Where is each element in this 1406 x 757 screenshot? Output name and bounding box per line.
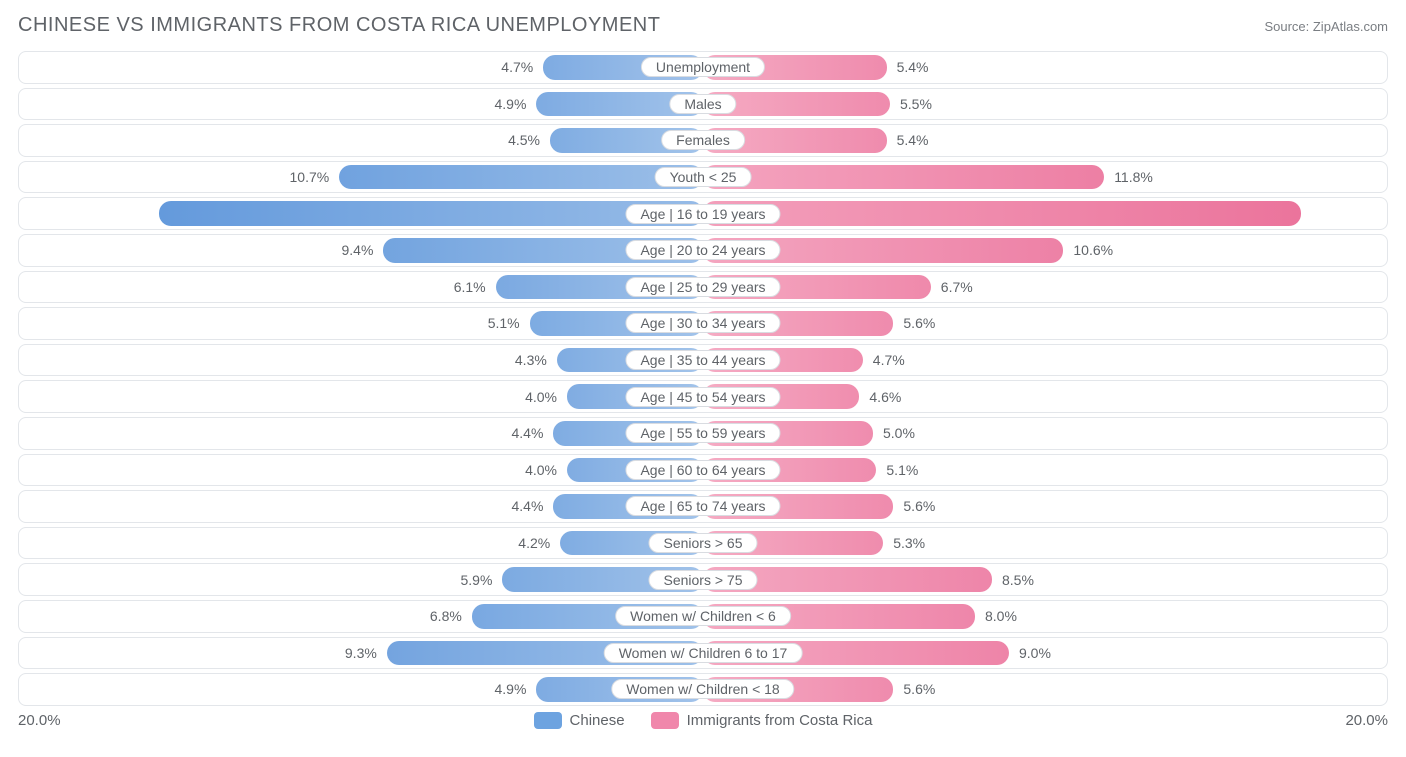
value-label-left: 16.0%: [29, 206, 69, 222]
value-label-left: 4.5%: [508, 132, 540, 148]
chart-header: CHINESE VS IMMIGRANTS FROM COSTA RICA UN…: [18, 14, 1388, 37]
category-label: Women w/ Children 6 to 17: [604, 643, 803, 663]
legend-label-right: Immigrants from Costa Rica: [687, 712, 873, 729]
chart-row: 9.3% 9.0% Women w/ Children 6 to 17: [18, 637, 1388, 670]
value-label-right: 5.4%: [897, 59, 929, 75]
category-label: Seniors > 75: [649, 570, 758, 590]
value-label-left: 10.7%: [290, 169, 330, 185]
category-label: Age | 65 to 74 years: [625, 496, 780, 516]
category-label: Youth < 25: [655, 167, 752, 187]
category-label: Males: [669, 94, 736, 114]
category-label: Females: [661, 130, 745, 150]
chart-row: 4.0% 5.1% Age | 60 to 64 years: [18, 454, 1388, 487]
value-label-left: 4.7%: [501, 59, 533, 75]
legend-swatch-left: [534, 712, 562, 729]
chart-row: 16.0% 17.6% Age | 16 to 19 years: [18, 197, 1388, 230]
chart-row: 4.5% 5.4% Females: [18, 124, 1388, 157]
chart-row: 4.4% 5.0% Age | 55 to 59 years: [18, 417, 1388, 450]
value-label-right: 5.4%: [897, 132, 929, 148]
category-label: Women w/ Children < 18: [611, 679, 794, 699]
chart-row: 4.9% 5.6% Women w/ Children < 18: [18, 673, 1388, 706]
value-label-left: 4.2%: [518, 535, 550, 551]
value-label-right: 4.7%: [873, 352, 905, 368]
value-label-right: 6.7%: [941, 279, 973, 295]
chart-row: 9.4% 10.6% Age | 20 to 24 years: [18, 234, 1388, 267]
chart-row: 5.9% 8.5% Seniors > 75: [18, 563, 1388, 596]
chart-source: Source: ZipAtlas.com: [1264, 19, 1388, 34]
legend-item-left: Chinese: [534, 712, 625, 729]
chart-row: 5.1% 5.6% Age | 30 to 34 years: [18, 307, 1388, 340]
bar-left: [159, 201, 703, 226]
value-label-left: 6.1%: [454, 279, 486, 295]
bar-left: [339, 165, 703, 190]
value-label-left: 4.9%: [494, 96, 526, 112]
value-label-right: 4.6%: [869, 389, 901, 405]
value-label-left: 4.4%: [511, 425, 543, 441]
value-label-left: 4.0%: [525, 389, 557, 405]
value-label-right: 11.8%: [1114, 169, 1153, 185]
axis-left-max: 20.0%: [18, 712, 61, 729]
chart-row: 6.8% 8.0% Women w/ Children < 6: [18, 600, 1388, 633]
category-label: Age | 45 to 54 years: [625, 387, 780, 407]
chart-row: 4.2% 5.3% Seniors > 65: [18, 527, 1388, 560]
value-label-right: 10.6%: [1073, 242, 1113, 258]
category-label: Age | 20 to 24 years: [625, 240, 780, 260]
value-label-right: 5.5%: [900, 96, 932, 112]
category-label: Unemployment: [641, 57, 765, 77]
category-label: Age | 30 to 34 years: [625, 313, 780, 333]
category-label: Age | 35 to 44 years: [625, 350, 780, 370]
value-label-right: 5.6%: [903, 681, 935, 697]
chart-row: 10.7% 11.8% Youth < 25: [18, 161, 1388, 194]
category-label: Age | 25 to 29 years: [625, 277, 780, 297]
value-label-left: 9.4%: [341, 242, 373, 258]
value-label-left: 4.4%: [511, 498, 543, 514]
legend-label-left: Chinese: [570, 712, 625, 729]
value-label-right: 5.1%: [886, 462, 918, 478]
category-label: Women w/ Children < 6: [615, 606, 791, 626]
chart-row: 4.4% 5.6% Age | 65 to 74 years: [18, 490, 1388, 523]
chart-row: 4.7% 5.4% Unemployment: [18, 51, 1388, 84]
legend-swatch-right: [651, 712, 679, 729]
category-label: Age | 55 to 59 years: [625, 423, 780, 443]
chart-title: CHINESE VS IMMIGRANTS FROM COSTA RICA UN…: [18, 14, 660, 37]
bar-right: [703, 165, 1104, 190]
chart-row: 4.3% 4.7% Age | 35 to 44 years: [18, 344, 1388, 377]
value-label-left: 5.1%: [488, 315, 520, 331]
value-label-left: 6.8%: [430, 608, 462, 624]
value-label-right: 9.0%: [1019, 645, 1051, 661]
value-label-right: 5.0%: [883, 425, 915, 441]
category-label: Age | 16 to 19 years: [625, 204, 780, 224]
value-label-right: 5.6%: [903, 498, 935, 514]
chart-row: 4.0% 4.6% Age | 45 to 54 years: [18, 380, 1388, 413]
chart-footer: 20.0% Chinese Immigrants from Costa Rica…: [18, 712, 1388, 729]
chart-row: 6.1% 6.7% Age | 25 to 29 years: [18, 271, 1388, 304]
value-label-right: 8.5%: [1002, 572, 1034, 588]
value-label-left: 9.3%: [345, 645, 377, 661]
bar-right: [703, 201, 1301, 226]
value-label-right: 8.0%: [985, 608, 1017, 624]
legend: Chinese Immigrants from Costa Rica: [534, 712, 873, 729]
category-label: Age | 60 to 64 years: [625, 460, 780, 480]
value-label-left: 4.9%: [494, 681, 526, 697]
value-label-left: 5.9%: [460, 572, 492, 588]
chart-row: 4.9% 5.5% Males: [18, 88, 1388, 121]
value-label-right: 5.6%: [903, 315, 935, 331]
axis-right-max: 20.0%: [1345, 712, 1388, 729]
category-label: Seniors > 65: [649, 533, 758, 553]
value-label-left: 4.0%: [525, 462, 557, 478]
value-label-right: 17.6%: [1337, 206, 1377, 222]
diverging-bar-chart: 4.7% 5.4% Unemployment 4.9% 5.5% Males 4.5% 5.4…: [18, 51, 1388, 706]
legend-item-right: Immigrants from Costa Rica: [651, 712, 873, 729]
value-label-right: 5.3%: [893, 535, 925, 551]
value-label-left: 4.3%: [515, 352, 547, 368]
